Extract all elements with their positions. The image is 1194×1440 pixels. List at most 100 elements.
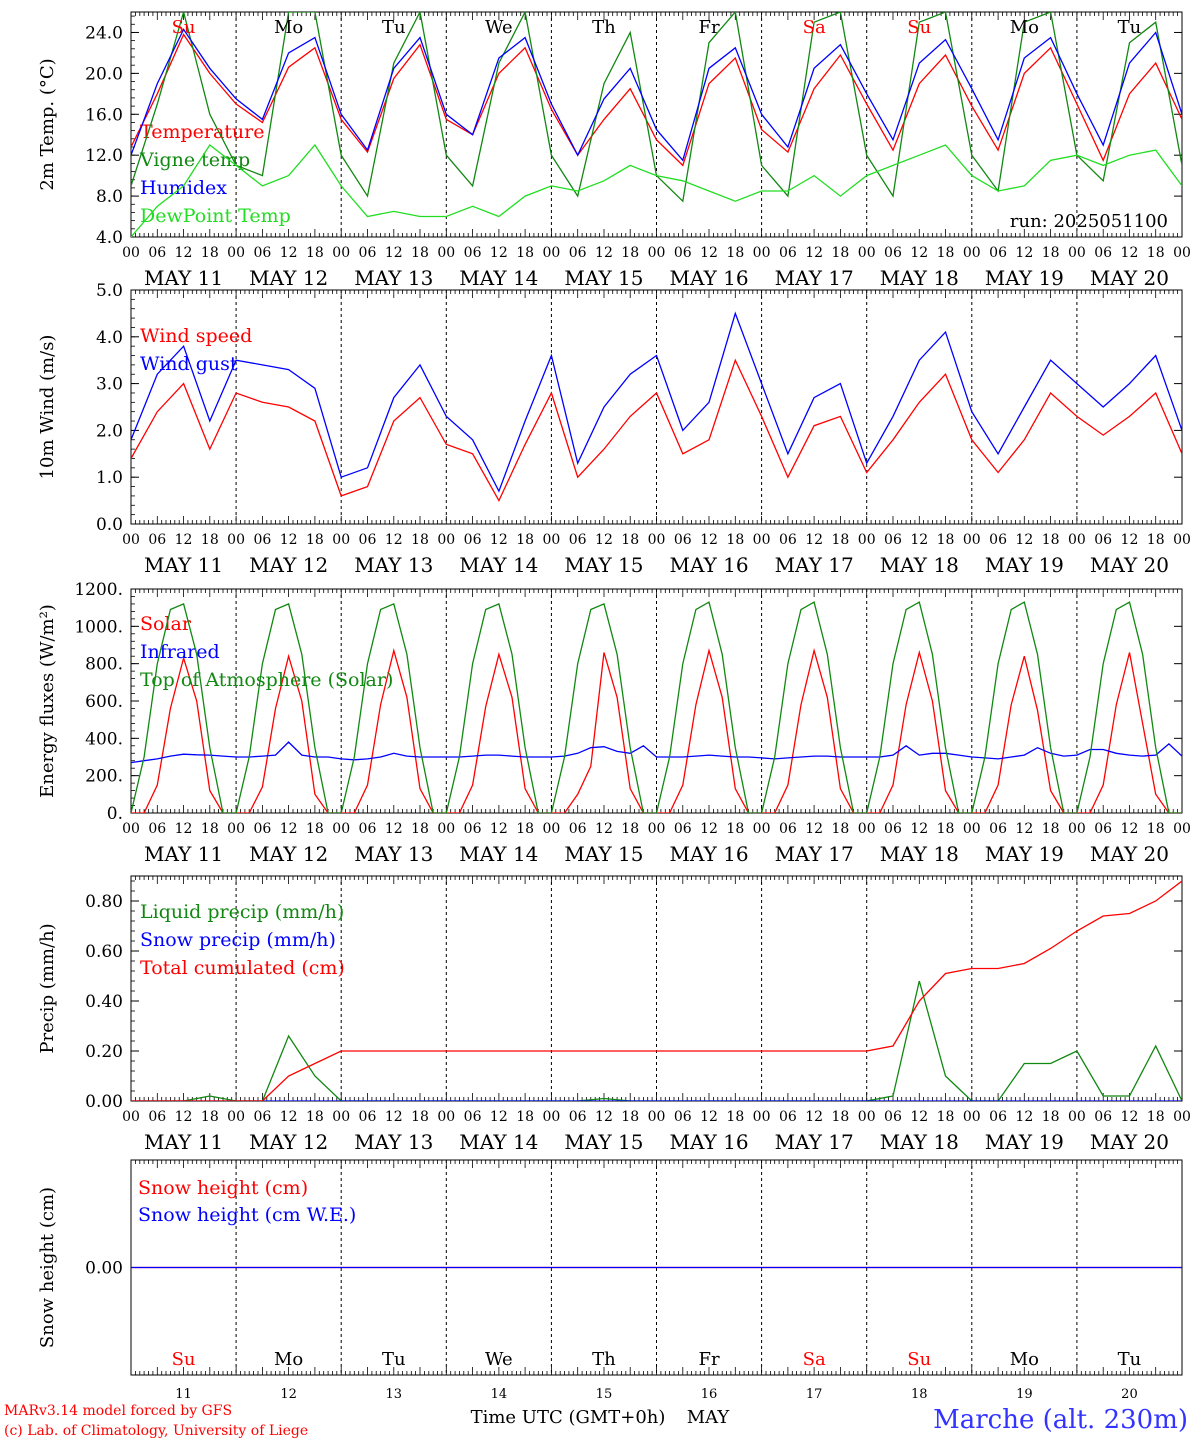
hour-label: 18 (201, 532, 219, 548)
hour-label: 12 (595, 821, 613, 837)
hour-label: 18 (306, 1109, 324, 1125)
hour-label: 18 (516, 532, 534, 548)
hour-label: 12 (280, 532, 298, 548)
hour-ticks (130, 1160, 1183, 1375)
y-axis-title: Snow height (cm) (37, 1187, 58, 1348)
hour-label: 06 (989, 1109, 1007, 1125)
y-tick-label: 0.40 (85, 992, 123, 1012)
series-line-temperature (131, 33, 1182, 167)
hour-label: 12 (910, 532, 928, 548)
run-label: run: 2025051100 (1010, 211, 1168, 232)
y-tick-label: 0.0 (96, 515, 123, 535)
hour-label: 00 (753, 821, 771, 837)
hour-label: 00 (858, 821, 876, 837)
y-tick-label: 16.0 (85, 105, 123, 125)
hour-label: 00 (648, 245, 666, 261)
hour-label: 00 (1173, 532, 1191, 548)
hour-label: 06 (359, 1109, 377, 1125)
hour-label: 12 (805, 245, 823, 261)
hour-label: 00 (437, 245, 455, 261)
hour-label: 12 (595, 1109, 613, 1125)
hour-label: 06 (1094, 532, 1112, 548)
hour-label: 18 (937, 1109, 955, 1125)
hour-label: 06 (674, 1109, 692, 1125)
hour-label: 06 (253, 821, 271, 837)
hour-label: 00 (963, 821, 981, 837)
hour-label: 18 (1147, 821, 1165, 837)
hour-label: 06 (674, 532, 692, 548)
date-label: MAY 14 (459, 266, 538, 290)
hour-label: 18 (411, 532, 429, 548)
hour-label: 00 (858, 1109, 876, 1125)
hour-label: 06 (1094, 821, 1112, 837)
hour-label: 06 (884, 821, 902, 837)
date-label: MAY 19 (985, 553, 1064, 577)
hour-label: 06 (1094, 245, 1112, 261)
date-label: MAY 15 (564, 266, 643, 290)
hour-label: 12 (1015, 245, 1033, 261)
hour-label: 00 (542, 532, 560, 548)
panel-3: 0. 200. 400. 600. 800. 1000. 1200. Energy fluxe… (37, 580, 1191, 866)
hour-label: 00 (332, 1109, 350, 1125)
hour-label: 06 (779, 532, 797, 548)
hour-label: 00 (227, 245, 245, 261)
date-label: MAY 13 (354, 1130, 433, 1154)
hour-label: 12 (385, 1109, 403, 1125)
date-label: MAY 12 (249, 842, 328, 866)
hour-label: 00 (227, 532, 245, 548)
hour-label: 00 (753, 245, 771, 261)
date-label: MAY 16 (669, 553, 748, 577)
hour-label: 18 (726, 245, 744, 261)
hour-label: 06 (464, 821, 482, 837)
hour-label: 00 (648, 821, 666, 837)
hour-label: 06 (464, 245, 482, 261)
hour-label: 18 (516, 245, 534, 261)
hour-label: 06 (253, 532, 271, 548)
hour-label: 00 (1173, 1109, 1191, 1125)
hour-label: 06 (884, 1109, 902, 1125)
hour-label: 06 (569, 821, 587, 837)
hour-label: 18 (411, 245, 429, 261)
y-tick-label: 0.20 (85, 1042, 123, 1062)
y-axis-title: 2m Temp. (°C) (37, 58, 58, 190)
legend-entry: DewPoint Temp (140, 205, 291, 227)
hour-label: 00 (227, 1109, 245, 1125)
hour-label: 00 (648, 1109, 666, 1125)
panel-1: 4.0 8.0 12.0 16.0 20.0 24.0 2m Temp. (°C) 00 06 1… (37, 11, 1191, 290)
hour-label: 12 (1015, 821, 1033, 837)
hour-label: 06 (884, 245, 902, 261)
hour-label: 12 (280, 1109, 298, 1125)
hour-ticks (130, 589, 1183, 813)
hour-label: 00 (332, 821, 350, 837)
date-label: MAY 12 (249, 1130, 328, 1154)
hour-label: 12 (175, 1109, 193, 1125)
hour-label: 12 (910, 1109, 928, 1125)
hour-label: 18 (1042, 532, 1060, 548)
hour-label: 18 (201, 1109, 219, 1125)
hour-label: 00 (753, 1109, 771, 1125)
hour-label: 12 (805, 1109, 823, 1125)
hour-label: 18 (937, 821, 955, 837)
hour-label: 18 (832, 1109, 850, 1125)
y-tick-label: 0.00 (85, 1092, 123, 1112)
y-tick-label: 3.0 (96, 375, 123, 395)
date-label: MAY 16 (669, 842, 748, 866)
hour-label: 00 (753, 532, 771, 548)
legend-entry: Snow height (cm W.E.) (138, 1204, 356, 1226)
panel-4: 0.00 0.20 0.40 0.60 0.80 Precip (mm/h) 00 06 12 1… (37, 875, 1191, 1154)
hour-label: 18 (201, 821, 219, 837)
date-label: MAY 16 (669, 1130, 748, 1154)
date-label: MAY 18 (880, 842, 959, 866)
hour-label: 06 (779, 1109, 797, 1125)
legend-entry: Humidex (140, 177, 227, 199)
hour-label: 18 (306, 532, 324, 548)
date-label: MAY 20 (1090, 266, 1169, 290)
credit-line-1: MARv3.14 model forced by GFS (4, 1403, 232, 1419)
weekday-label: Sa (803, 1349, 826, 1370)
weekday-label: Su (907, 1349, 931, 1370)
panel-5: 0.00 Snow height (cm) Snow height (cm) Snow… (37, 1159, 1183, 1402)
date-label: MAY 19 (985, 266, 1064, 290)
hour-label: 06 (253, 1109, 271, 1125)
legend-entry: Temperature (140, 121, 264, 143)
hour-label: 12 (175, 245, 193, 261)
